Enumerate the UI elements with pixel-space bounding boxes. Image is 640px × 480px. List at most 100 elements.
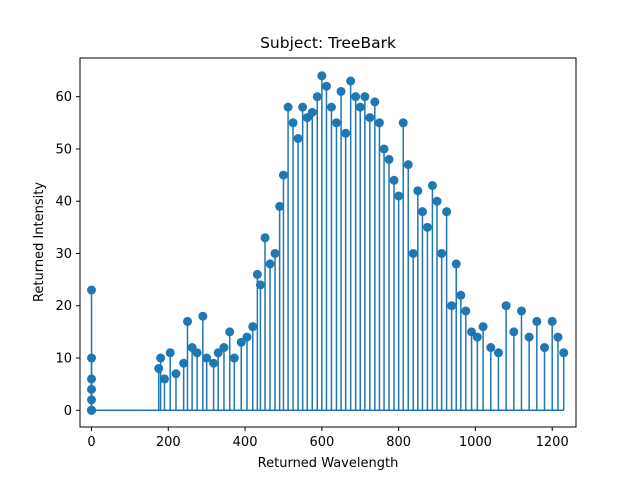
y-tick-label: 30 (55, 247, 72, 262)
x-tick-label: 1200 (536, 435, 569, 450)
x-tick-label: 800 (386, 435, 411, 450)
data-point (389, 175, 399, 185)
data-point (461, 306, 471, 316)
data-point (87, 405, 97, 415)
data-point (524, 332, 534, 342)
data-point (312, 92, 322, 102)
data-point (265, 259, 275, 269)
data-point (336, 86, 346, 96)
plot-marks (87, 71, 569, 415)
data-point (553, 332, 563, 342)
x-axis: 0 200 400 600 800 1000 1200 (87, 427, 569, 450)
y-tick-label: 0 (64, 404, 72, 419)
data-point (198, 311, 208, 321)
data-point (248, 322, 258, 332)
data-point (156, 353, 166, 363)
data-point (225, 327, 235, 337)
data-point (417, 207, 427, 217)
data-point (321, 81, 331, 91)
data-point (442, 207, 452, 217)
data-point (341, 128, 351, 138)
data-point (293, 133, 303, 143)
data-point (427, 181, 437, 191)
data-point (252, 269, 262, 279)
data-point (472, 332, 482, 342)
data-point (365, 113, 375, 123)
data-point (317, 71, 327, 81)
data-point (355, 102, 365, 112)
y-tick-label: 50 (55, 142, 72, 157)
data-point (394, 191, 404, 201)
data-point (509, 327, 519, 337)
data-point (398, 118, 408, 128)
data-point (242, 332, 252, 342)
data-point (370, 97, 380, 107)
data-point (486, 343, 496, 353)
chart-title: Subject: TreeBark (260, 34, 396, 52)
data-point (384, 154, 394, 164)
data-point (422, 222, 432, 232)
y-tick-label: 60 (55, 90, 72, 105)
data-point (229, 353, 239, 363)
y-tick-label: 40 (55, 195, 72, 210)
data-point (236, 337, 246, 347)
y-tick-label: 10 (55, 352, 72, 367)
data-point (559, 348, 569, 358)
data-point (547, 316, 557, 326)
data-point (192, 348, 202, 358)
data-point (493, 348, 503, 358)
data-point (307, 107, 317, 117)
data-point (408, 248, 418, 258)
data-point (288, 118, 298, 128)
data-point (540, 343, 550, 353)
data-point (374, 118, 384, 128)
data-point (346, 76, 356, 86)
data-point (278, 170, 288, 180)
data-point (447, 301, 457, 311)
y-axis: 0 10 20 30 40 50 60 (55, 90, 80, 419)
x-tick-label: 200 (156, 435, 181, 450)
data-point (467, 327, 477, 337)
data-point (351, 92, 361, 102)
data-point (532, 316, 542, 326)
data-point (165, 348, 175, 358)
data-point (456, 290, 466, 300)
y-axis-label: Returned Intensity (32, 182, 47, 302)
data-point (413, 186, 423, 196)
data-point (179, 358, 189, 368)
data-point (326, 102, 336, 112)
data-point (171, 369, 181, 379)
data-point (255, 280, 265, 290)
x-tick-label: 400 (233, 435, 258, 450)
x-tick-label: 600 (309, 435, 334, 450)
y-tick-label: 20 (55, 299, 72, 314)
plot-frame (79, 57, 577, 428)
data-point (437, 248, 447, 258)
x-tick-label: 0 (87, 435, 95, 450)
data-point (298, 102, 308, 112)
data-point (260, 233, 270, 243)
data-point (87, 285, 97, 295)
data-point (331, 118, 341, 128)
data-point (154, 363, 164, 373)
data-point (516, 306, 526, 316)
data-point (275, 201, 285, 211)
data-point (379, 144, 389, 154)
data-point (501, 301, 511, 311)
data-point (213, 348, 223, 358)
data-point (270, 248, 280, 258)
data-point (182, 316, 192, 326)
x-axis-label: Returned Wavelength (258, 456, 399, 471)
data-point (283, 102, 293, 112)
data-point (202, 353, 212, 363)
data-point (219, 343, 229, 353)
data-point (209, 358, 219, 368)
data-point (360, 92, 370, 102)
data-point (451, 259, 461, 269)
data-point (159, 374, 169, 384)
data-point (432, 196, 442, 206)
x-tick-label: 1000 (459, 435, 492, 450)
data-point (403, 160, 413, 170)
